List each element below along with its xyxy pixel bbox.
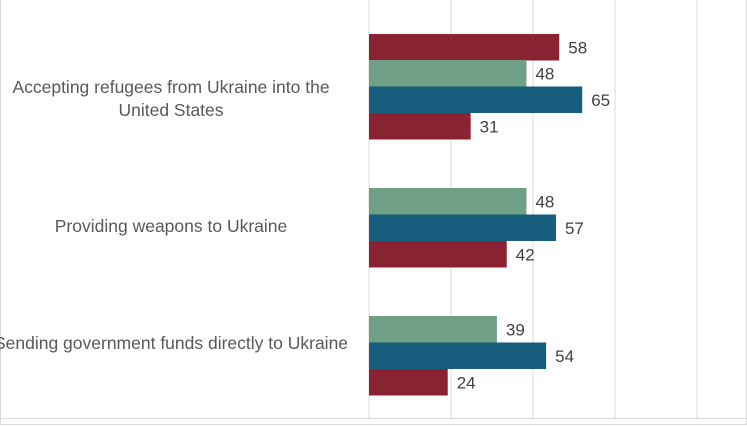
category-label: Providing weapons to Ukraine bbox=[54, 216, 288, 236]
bar bbox=[369, 34, 560, 61]
category-label: Accepting refugees from Ukraine into the… bbox=[12, 77, 330, 120]
bar bbox=[369, 241, 507, 268]
bars bbox=[369, 34, 583, 396]
bar bbox=[369, 316, 497, 343]
data-label: 42 bbox=[516, 245, 535, 264]
bar bbox=[369, 342, 547, 369]
data-label: 31 bbox=[480, 117, 499, 136]
data-label: 24 bbox=[457, 373, 476, 392]
data-label: 65 bbox=[591, 91, 610, 110]
data-label: 48 bbox=[535, 192, 554, 211]
bar bbox=[369, 60, 527, 87]
data-label: 48 bbox=[535, 64, 554, 83]
data-label: 58 bbox=[568, 38, 587, 57]
bar bbox=[369, 214, 556, 241]
data-label: 54 bbox=[555, 347, 574, 366]
data-labels: 58 48 65 31 48 57 42 39 54 24 bbox=[457, 38, 610, 392]
bar bbox=[369, 188, 527, 215]
bar bbox=[369, 86, 583, 113]
data-label: 39 bbox=[506, 320, 525, 339]
bar bbox=[369, 113, 471, 140]
data-label: 57 bbox=[565, 219, 584, 238]
category-label: Sending government funds directly to Ukr… bbox=[0, 333, 349, 353]
bar bbox=[369, 369, 448, 396]
